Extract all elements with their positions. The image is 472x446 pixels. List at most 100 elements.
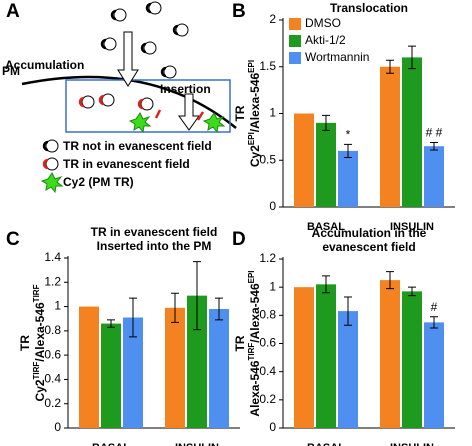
y-tick-label: 1 (54, 299, 61, 313)
diagram: PM Accumulation Insertion (2, 1, 237, 194)
y-tick-label: 0.6 (44, 347, 61, 361)
error-bar (129, 297, 137, 338)
y-tick-label: 2 (269, 12, 276, 26)
bar (316, 284, 336, 428)
error-bar (171, 292, 179, 323)
insertion-label: Insertion (160, 82, 211, 96)
bar (79, 306, 99, 428)
y-tick-label: 0.8 (44, 323, 61, 337)
x-tick-label: INSULIN (390, 221, 434, 233)
bar (101, 323, 121, 428)
chart-title: TR in evanescent field (91, 225, 218, 239)
y-axis-label: Cy2TIRF/Alexa-546TIRF (32, 284, 48, 401)
panel-label: A (6, 1, 20, 22)
pm-label: PM (2, 64, 20, 78)
y-tick-label: 1 (269, 279, 276, 293)
annotation: * (346, 128, 351, 142)
tr-in-mark (42, 94, 205, 170)
x-tick-label: BASAL (92, 442, 130, 446)
y-axis-label-part: EPI (247, 60, 256, 73)
tr-in (45, 93, 154, 171)
y-axis-label-part: Cy2 (33, 379, 47, 401)
error-bar (386, 271, 394, 290)
arrow (178, 93, 200, 131)
legend-swatch (289, 52, 301, 64)
y-axis-label-part: TR (233, 335, 247, 351)
bar (424, 146, 444, 207)
y-axis-label: Cy2EPI/Alexa-546EPI (247, 60, 263, 167)
legend-text: TR not in evanescent field (63, 139, 212, 153)
arrow (117, 31, 139, 87)
y-axis-label: TR (233, 105, 247, 121)
y-axis-label-part: /Alexa-546 (248, 283, 262, 343)
x-tick-label: BASAL (307, 221, 345, 233)
x-tick-label: BASAL (307, 442, 345, 446)
y-axis-label-part: /Alexa-546 (33, 302, 47, 362)
y-tick-label: 0 (269, 199, 276, 213)
legend-swatch (289, 35, 301, 47)
error-bar (322, 275, 330, 294)
error-bar (107, 319, 115, 328)
error-bar (408, 45, 416, 70)
y-tick-label: 0 (269, 420, 276, 434)
bar (209, 309, 229, 428)
x-tick-label: INSULIN (390, 442, 434, 446)
chart-title: evanescent field (322, 240, 415, 254)
error-bar (344, 143, 352, 158)
y-axis-label-part: TIRF (247, 343, 256, 361)
bar (294, 113, 314, 207)
bar (402, 291, 422, 428)
y-tick-label: 0 (54, 420, 61, 434)
chart-title: Translocation (330, 1, 408, 15)
legend-label: Wortmannin (305, 50, 369, 64)
y-tick-label: 1.5 (259, 59, 276, 73)
chart-title: Accumulation in the (312, 226, 427, 240)
y-axis-label-part: EPI (247, 132, 256, 145)
y-axis-label-part: EPI (247, 270, 256, 283)
y-tick-label: 1.2 (259, 251, 276, 265)
legend-text: Cy2 (PM TR) (63, 175, 134, 189)
bar (402, 57, 422, 208)
y-tick-label: 0.4 (259, 364, 276, 378)
membrane (21, 75, 237, 129)
error-bar (408, 286, 416, 297)
error-bar (344, 296, 352, 326)
error-bar (193, 261, 201, 331)
y-axis-label-part: TR (233, 105, 247, 121)
y-axis-label-part: TIRF (32, 362, 41, 380)
tr-out (45, 1, 189, 153)
bar (294, 287, 314, 428)
bar (123, 317, 143, 428)
panel-label: D (232, 229, 246, 250)
y-axis-label-part: /Alexa-546 (248, 72, 262, 132)
y-axis-label-part: Alexa-546 (248, 360, 262, 416)
error-bar (386, 59, 394, 74)
legend-swatch (289, 18, 301, 30)
bar (316, 122, 336, 207)
evanescent-field (65, 79, 231, 133)
y-tick-label: 0.2 (259, 392, 276, 406)
y-axis-label-part: TIRF (32, 284, 41, 302)
y-tick-label: 0.2 (44, 396, 61, 410)
y-axis-label: TR (18, 335, 32, 351)
legend-label: DMSO (305, 16, 341, 30)
bar (338, 150, 358, 207)
y-tick-label: 1 (269, 106, 276, 120)
y-tick-label: 0.8 (259, 308, 276, 322)
y-axis-label-part: TR (18, 335, 32, 351)
accumulation-label: Accumulation (5, 58, 84, 72)
bar (187, 295, 207, 428)
y-tick-label: 0.4 (44, 372, 61, 386)
bar (338, 311, 358, 428)
chart-title: Inserted into the PM (97, 239, 212, 253)
bar (424, 322, 444, 428)
y-tick-label: 1.2 (44, 274, 61, 288)
x-tick-label: INSULIN (175, 442, 219, 446)
y-axis-label: Alexa-546TIRF/Alexa-546EPI (247, 270, 263, 416)
y-axis-label-part: Cy2 (248, 145, 262, 167)
annotation: # (431, 300, 438, 314)
y-tick-label: 0.6 (259, 336, 276, 350)
error-bar (430, 141, 438, 151)
